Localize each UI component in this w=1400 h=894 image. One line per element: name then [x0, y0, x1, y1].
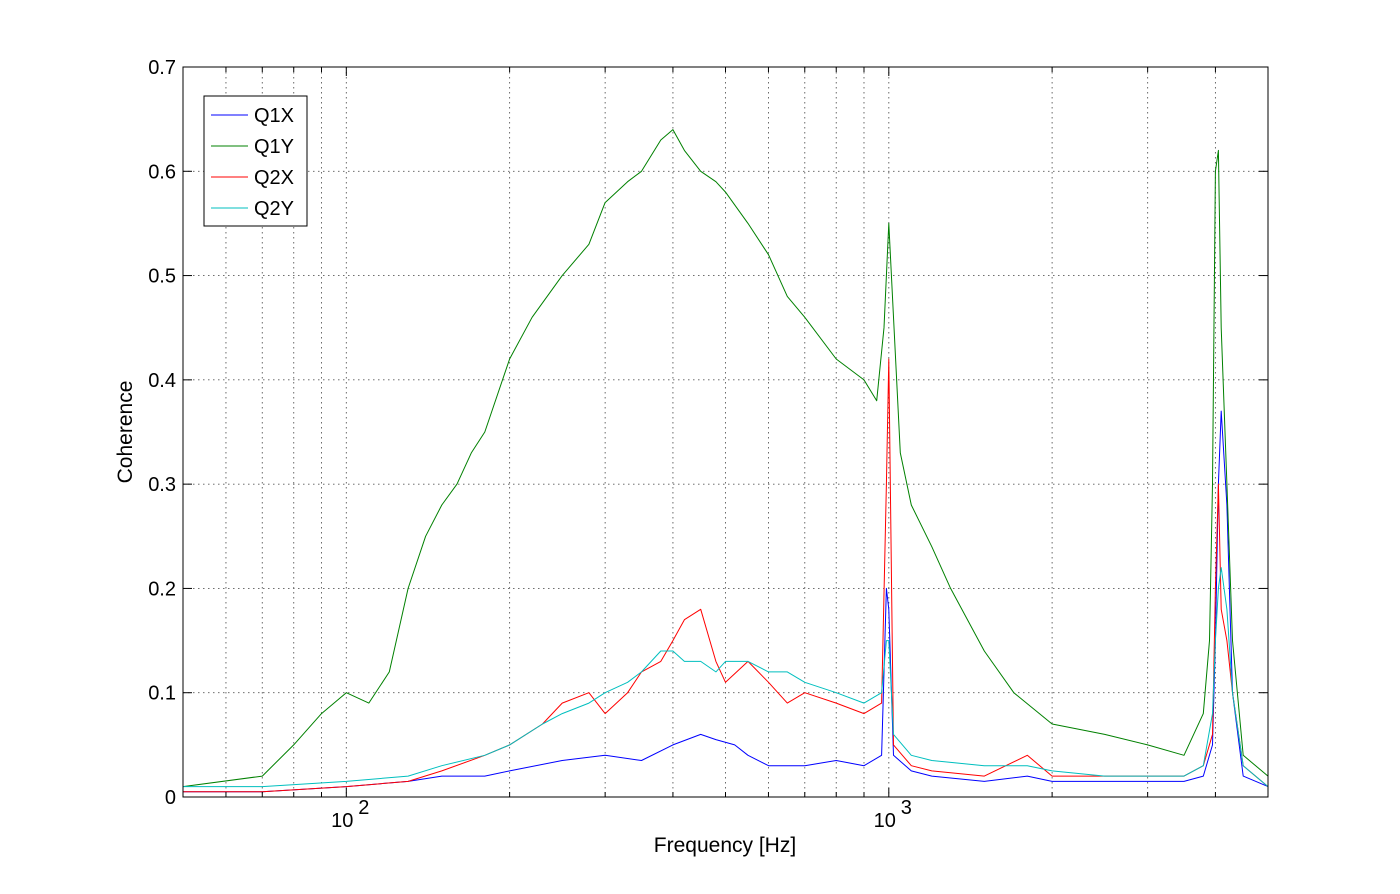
- y-tick-label: 0: [165, 787, 176, 809]
- legend-label-q2x: Q2X: [254, 167, 294, 189]
- x-axis-label: Frequency [Hz]: [654, 834, 796, 857]
- y-tick-label: 0.6: [148, 161, 176, 183]
- y-tick-labels: 0 0.1 0.2 0.3 0.4 0.5 0.6 0.7: [148, 57, 176, 809]
- y-tick-label: 0.4: [148, 370, 176, 392]
- grid-lines: [182, 67, 1269, 797]
- legend-label-q1y: Q1Y: [254, 136, 294, 158]
- x-tick-label-exponent: 3: [901, 797, 912, 819]
- series-line-q1y: [182, 129, 1269, 788]
- y-tick-label: 0.2: [148, 578, 176, 600]
- y-tick-label: 0.5: [148, 266, 176, 288]
- x-tick-label: 10: [331, 810, 353, 832]
- series-lines: [182, 129, 1269, 793]
- series-line-q2x: [183, 358, 1269, 793]
- y-tick-label: 0.3: [148, 474, 176, 496]
- axis-ticks: [182, 66, 1269, 798]
- x-tick-label: 10: [874, 810, 896, 832]
- y-axis-label: Coherence: [114, 381, 137, 484]
- legend-box: [203, 95, 308, 227]
- y-tick-label: 0.7: [148, 57, 176, 79]
- legend-entries: Q1X Q1Y Q2X Q2Y: [211, 105, 294, 220]
- x-tick-label-exponent: 2: [358, 797, 369, 819]
- legend-label-q1x: Q1X: [254, 105, 294, 127]
- series-line-q2y: [183, 567, 1269, 788]
- legend-label-q2y: Q2Y: [254, 198, 294, 220]
- legend: Q1X Q1Y Q2X Q2Y: [203, 95, 308, 227]
- y-tick-label: 0.1: [148, 683, 176, 705]
